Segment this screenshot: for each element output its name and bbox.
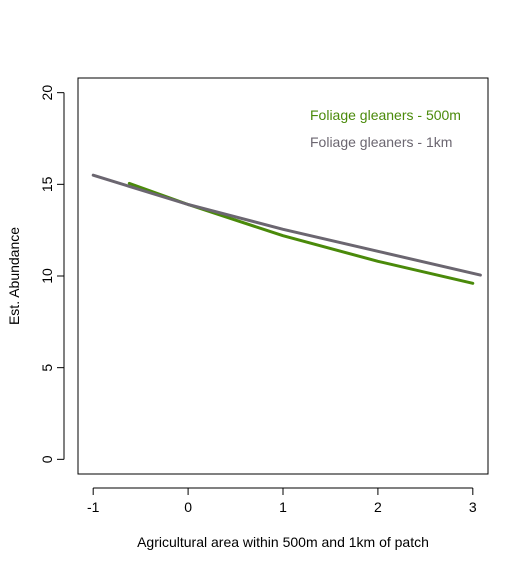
series-layer — [91, 173, 482, 285]
x-tick-label: 1 — [279, 499, 287, 515]
legend-item-500m: Foliage gleaners - 500m — [310, 107, 461, 123]
x-tick-label: 2 — [374, 499, 382, 515]
y-tick-label: 5 — [39, 364, 55, 372]
legend-item-1km: Foliage gleaners - 1km — [310, 134, 452, 150]
plot-frame — [77, 77, 489, 475]
y-tick-label: 15 — [39, 176, 55, 192]
y-tick-label: 20 — [39, 85, 55, 101]
series-line-1km — [91, 173, 482, 277]
y-axis: 0 5 10 15 20 — [39, 85, 65, 463]
y-tick-label: 10 — [39, 268, 55, 284]
x-axis: -1 0 1 2 3 — [87, 487, 477, 515]
legend: Foliage gleaners - 500m Foliage gleaners … — [310, 107, 461, 150]
x-tick-label: 3 — [469, 499, 477, 515]
x-tick-label: -1 — [87, 499, 100, 515]
y-axis-title: Est. Abundance — [6, 227, 22, 325]
x-tick-label: 0 — [184, 499, 192, 515]
x-axis-title: Agricultural area within 500m and 1km of… — [137, 534, 429, 550]
y-tick-label: 0 — [39, 455, 55, 463]
